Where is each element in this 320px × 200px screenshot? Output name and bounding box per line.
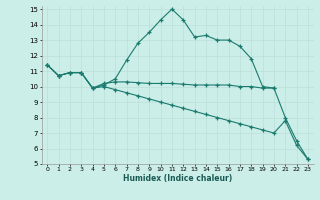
X-axis label: Humidex (Indice chaleur): Humidex (Indice chaleur) — [123, 174, 232, 183]
